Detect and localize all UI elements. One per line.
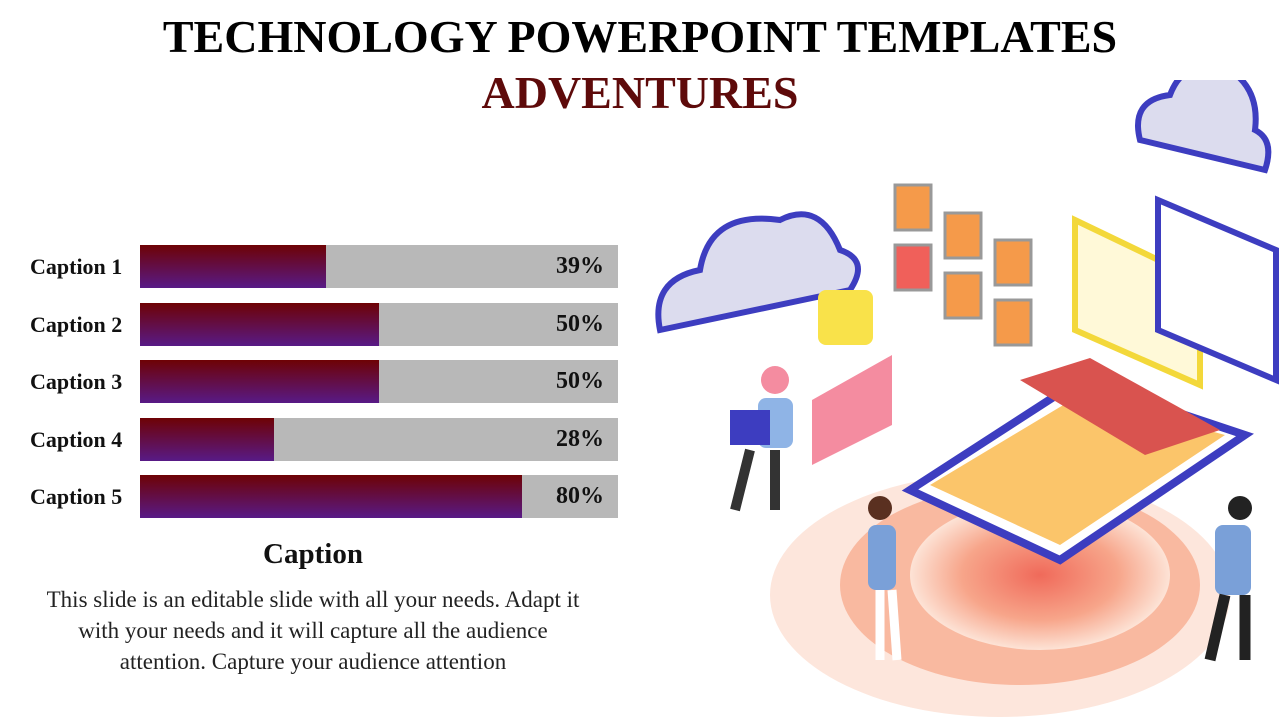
bar-track: 80% — [140, 475, 618, 518]
bar-track: 28% — [140, 417, 618, 461]
bar-track: 50% — [140, 302, 618, 346]
bar-category-label: Caption 5 — [30, 484, 123, 509]
bar-fill — [140, 360, 379, 403]
bar-value-label: 28% — [556, 425, 604, 452]
bar-row: Caption 3 50% — [0, 360, 640, 404]
bar-category-label: Caption 2 — [30, 311, 123, 337]
bar-fill — [140, 475, 523, 518]
bar-value-label: 80% — [556, 483, 604, 509]
slide-subtitle: ADVENTURES — [481, 67, 799, 118]
bar-fill — [140, 302, 379, 346]
bar-value-label: 50% — [556, 310, 604, 337]
caption-heading: Caption — [263, 538, 363, 570]
bar-value-label: 39% — [556, 253, 604, 279]
bar-row: Caption 5 80% — [0, 475, 640, 519]
bar-category-label: Caption 1 — [30, 254, 123, 279]
bar-category-label: Caption 3 — [30, 369, 123, 394]
caption-body: This slide is an editable slide with all… — [46, 587, 580, 674]
bar-track: 50% — [140, 360, 618, 403]
bar-row: Caption 4 28% — [0, 417, 640, 462]
bar-fill — [140, 417, 274, 461]
slide-title: TECHNOLOGY POWERPOINT TEMPLATES — [162, 11, 1118, 62]
bar-fill — [140, 245, 327, 288]
bar-track: 39% — [140, 245, 618, 288]
technology-illustration-icon — [655, 80, 1279, 717]
bar-value-label: 50% — [556, 368, 604, 394]
bar-row: Caption 2 50% — [0, 302, 640, 347]
bar-category-label: Caption 4 — [30, 426, 123, 452]
bar-row: Caption 1 39% — [0, 245, 640, 289]
